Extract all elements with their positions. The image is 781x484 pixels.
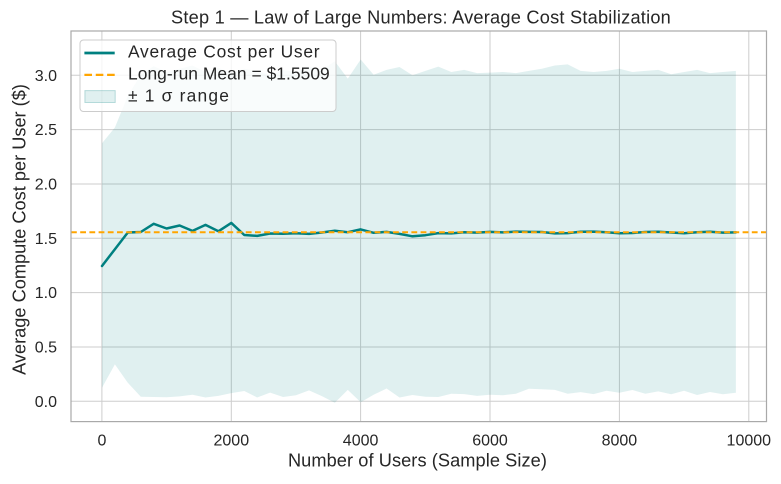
svg-text:Average Compute Cost per User: Average Compute Cost per User ($)	[10, 84, 30, 375]
svg-text:1.5: 1.5	[35, 231, 57, 248]
svg-text:Average Cost per User: Average Cost per User	[128, 42, 320, 62]
svg-text:8000: 8000	[602, 433, 638, 450]
svg-text:Number of Users (Sample Size): Number of Users (Sample Size)	[288, 451, 547, 471]
svg-text:10000: 10000	[727, 433, 772, 450]
svg-text:2.5: 2.5	[35, 122, 57, 139]
svg-text:4000: 4000	[343, 433, 379, 450]
svg-text:2000: 2000	[214, 433, 250, 450]
svg-text:0.0: 0.0	[35, 394, 57, 411]
svg-text:0.5: 0.5	[35, 340, 57, 357]
svg-text:2.0: 2.0	[35, 177, 57, 194]
svg-text:0: 0	[97, 433, 106, 450]
svg-text:1.0: 1.0	[35, 285, 57, 302]
svg-text:6000: 6000	[472, 433, 508, 450]
svg-text:3.0: 3.0	[35, 68, 57, 85]
svg-text:Step 1 — Law of Large Numbers:: Step 1 — Law of Large Numbers: Average C…	[171, 8, 671, 28]
svg-text:± 1 σ range: ± 1 σ range	[128, 85, 230, 105]
svg-text:Long-run Mean = $1.5509: Long-run Mean = $1.5509	[128, 63, 330, 83]
